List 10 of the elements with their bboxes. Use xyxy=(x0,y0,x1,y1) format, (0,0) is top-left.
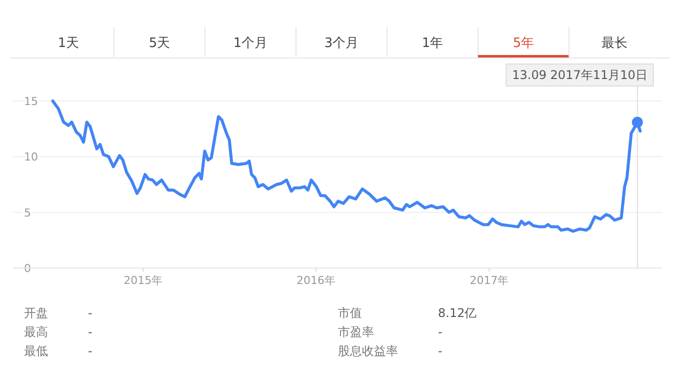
x-tick-label: 2015年 xyxy=(124,274,163,287)
stats: 开盘 - 最高 - 最低 - 市值 8.12亿 市盈率 - 股息收益率 - xyxy=(24,306,477,358)
line-series xyxy=(51,100,642,233)
tooltip: 13.09 2017年11月10日 xyxy=(506,64,654,86)
y-tick-label: 10 xyxy=(24,150,38,164)
y-tick-label: 15 xyxy=(24,95,38,108)
x-tick-label: 2017年 xyxy=(470,274,509,287)
tabs: 1天 5天 1个月 3个月 1年 5年 最长 xyxy=(10,26,670,58)
y-tick-label: 5 xyxy=(24,206,31,220)
x-tick-label: 2016年 xyxy=(296,274,336,287)
